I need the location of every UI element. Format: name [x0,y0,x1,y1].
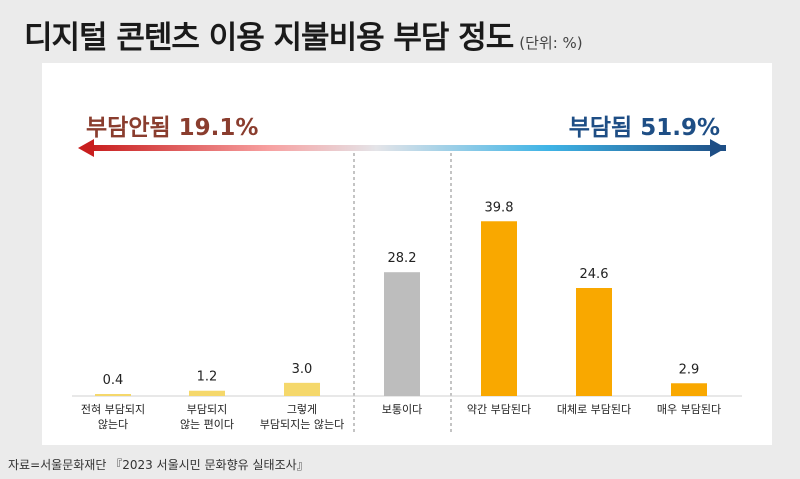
category-label-5-line-1: 약간 부담된다 [467,402,531,416]
bar-value-label-4: 28.2 [388,251,417,266]
bar-value-label-1: 0.4 [103,373,124,388]
bar-1 [95,394,131,396]
title-text: 디지털 콘텐츠 이용 지불비용 부담 정도 [24,20,514,56]
bar-3 [284,382,320,396]
bar-2 [189,390,225,396]
category-label-2-line-2: 않는 편이다 [180,418,234,431]
bar-value-label-6: 24.6 [580,267,609,282]
bar-value-label-5: 39.8 [485,200,514,215]
chart-title: 디지털 콘텐츠 이용 지불비용 부담 정도 (단위: %) [24,12,583,57]
category-label-1-line-1: 전혀 부담되지 [81,403,145,416]
bar-4 [384,272,420,396]
bar-value-label-3: 3.0 [292,362,313,377]
category-label-6-line-1: 대체로 부담된다 [557,403,631,416]
right-annotation: 부담됨 51.9% [568,115,720,141]
category-label-3-line-1: 그렇게 [287,403,317,416]
unit-label: (단위: %) [519,34,583,52]
bar-5 [481,221,517,396]
scale-arrow-shaft [90,145,726,151]
category-label-7-line-1: 매우 부담된다 [657,403,721,416]
category-label-3-line-2: 부담되지는 않는다 [260,418,344,431]
bar-value-label-2: 1.2 [197,370,218,385]
bar-7 [671,383,707,396]
arrow-left-head [78,139,94,157]
arrow-right-head [710,139,726,157]
category-label-4-line-1: 보통이다 [382,403,422,416]
category-label-2-line-1: 부담되지 [187,403,227,416]
source-note: 자료=서울문화재단 『2023 서울시민 문화향유 실태조사』 [8,458,309,472]
bar-value-label-7: 2.9 [679,362,700,377]
left-annotation: 부담안됨 19.1% [86,115,259,141]
category-label-1-line-2: 않는다 [98,418,128,431]
bar-6 [576,288,612,396]
